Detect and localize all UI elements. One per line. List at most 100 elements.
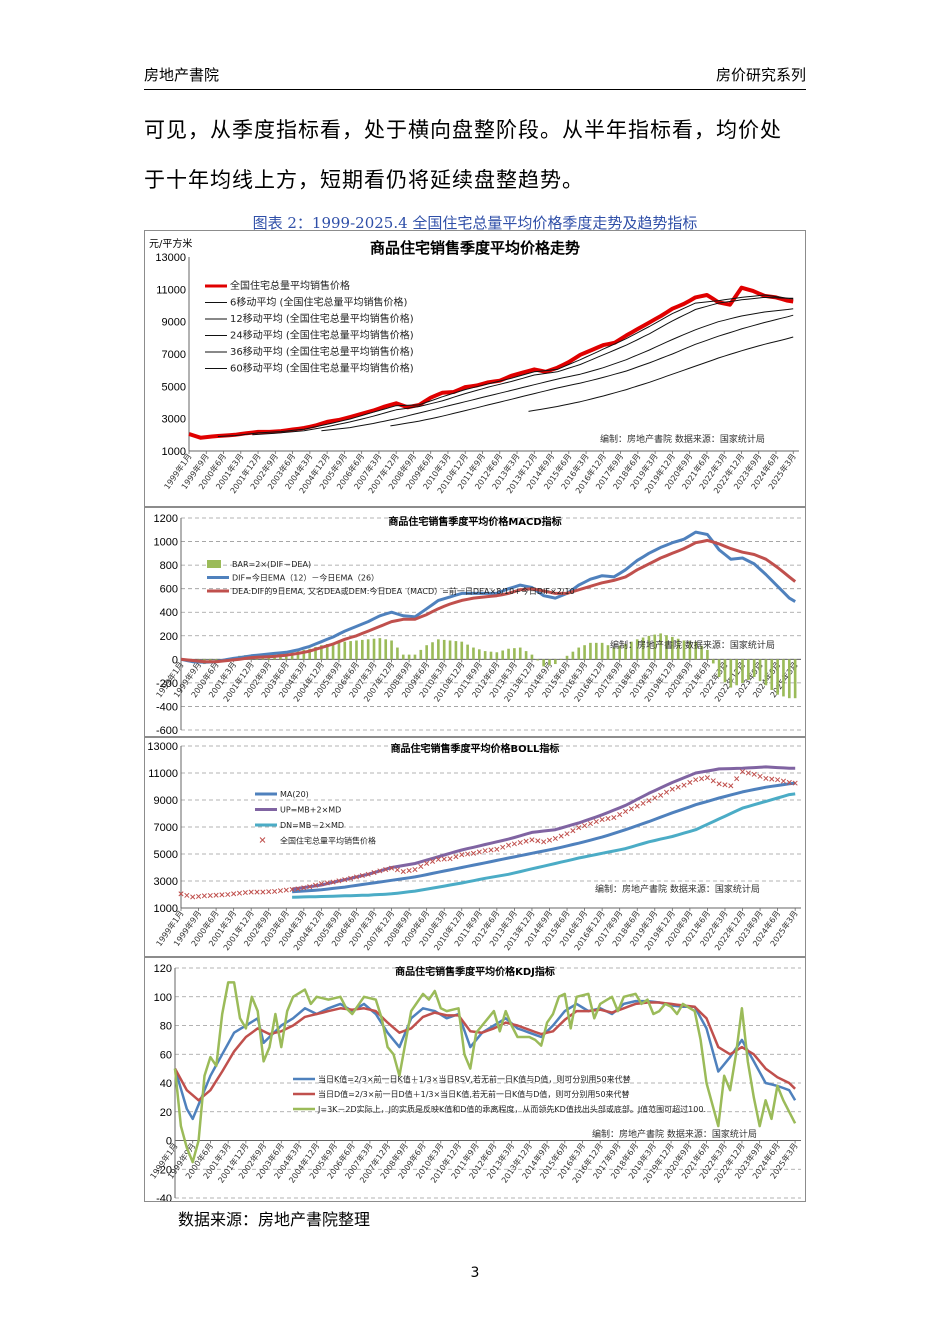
legend-label: 全国住宅总量平均销售价格: [280, 836, 376, 846]
macd-bar: [308, 648, 311, 660]
legend-label: BAR=2×(DIF－DEA): [232, 560, 311, 569]
scatter-point: [757, 773, 763, 779]
macd-bar: [372, 638, 376, 660]
scatter-point: [576, 825, 582, 831]
macd-bar: [770, 659, 774, 690]
macd-bars: [185, 633, 797, 699]
legend-label: 24移动平均 (全国住宅总量平均销售价格): [230, 329, 414, 342]
macd-bar: [501, 650, 505, 660]
scatter-point: [201, 893, 207, 899]
scatter-point: [342, 877, 348, 883]
series-line: [291, 781, 796, 894]
scatter-point: [184, 892, 190, 898]
scatter-point: [231, 891, 237, 897]
y-tick-label: -600: [156, 725, 178, 736]
y-tick-label: 11000: [148, 768, 178, 780]
kdj-chart-svg: -40-200204060801001201999年1月1999年9月2000年…: [148, 963, 801, 1201]
series-line: [188, 285, 794, 440]
boll-chart-svg: 1000300050007000900011000130001999年1月199…: [147, 741, 801, 952]
y-tick-label: 1000: [154, 903, 178, 915]
scatter-point: [260, 889, 266, 895]
y-tick-label: 20: [160, 1107, 172, 1119]
scatter-point: [312, 882, 319, 888]
y-tick-label: 0: [166, 1136, 172, 1148]
macd-bar: [752, 659, 756, 677]
scatter-point: [190, 894, 196, 900]
legend-label: 全国住宅总量平均销售价格: [230, 279, 350, 292]
macd-bar: [518, 647, 522, 660]
scatter-point: [406, 867, 412, 874]
y-tick-label: 400: [160, 607, 178, 619]
legend-label: 当日K值=2/3×前一日K值＋1/3×当日RSV,若无前一日K值与D值，则可分别…: [318, 1074, 631, 1084]
scatter-point: [739, 769, 746, 775]
macd-bar: [694, 641, 698, 660]
y-tick-label: 3000: [154, 876, 178, 888]
macd-bar: [407, 654, 411, 660]
scatter-point: [207, 892, 213, 899]
scatter-point: [582, 823, 588, 829]
scatter-point: [429, 858, 436, 864]
scatter-point: [465, 851, 471, 857]
scatter-point: [564, 831, 570, 837]
macd-bar: [431, 642, 434, 660]
y-tick-label: 120: [154, 963, 172, 975]
scatter-point: [494, 846, 500, 852]
scatter-point: [669, 786, 675, 792]
boll-chart: 1000 3000 5000 7000 9000 11000 13000 1999年1月 199…: [144, 737, 806, 957]
y-tick-label: 0: [172, 654, 178, 666]
scatter-point: [482, 848, 488, 854]
y-tick-label: 5000: [154, 849, 178, 861]
macd-bar: [554, 659, 557, 665]
page-number: 3: [470, 1265, 480, 1281]
macd-bar: [460, 641, 464, 660]
chart-annotation: 编制：房地产書院 数据来源：国家统计局: [592, 1128, 757, 1140]
scatter-point: [289, 886, 295, 892]
scatter-point: [236, 890, 243, 896]
macd-bar: [700, 645, 703, 660]
scatter-point: [611, 814, 617, 821]
scatter-point: [441, 856, 447, 862]
macd-bar: [343, 641, 347, 660]
chart-annotation: 编制：房地产書院 数据来源：国家统计局: [610, 639, 775, 651]
macd-bar: [437, 639, 440, 660]
macd-bar: [548, 659, 551, 666]
macd-bar: [378, 638, 382, 660]
scatter-point: [330, 879, 336, 885]
scatter-point: [371, 870, 377, 876]
scatter-point: [780, 778, 787, 784]
macd-bar: [758, 659, 762, 682]
price-trend-chart: 1000 3000 5000 7000 9000 11000 13000 1999年1月 199…: [144, 230, 806, 507]
scatter-point: [687, 779, 693, 786]
series-line: [180, 538, 797, 664]
macd-bar: [624, 644, 627, 660]
scatter-point: [488, 847, 494, 853]
scatter-point: [769, 776, 775, 782]
scatter-point: [710, 778, 716, 784]
macd-bar: [723, 659, 727, 683]
macd-bar: [635, 639, 639, 660]
legend-swatch: [259, 837, 266, 843]
macd-bar: [495, 652, 499, 660]
scatter-point: [383, 866, 389, 873]
price-trend-chart-svg: 1000300050007000900011000130001999年1月199…: [149, 237, 799, 495]
series-line: [291, 765, 796, 891]
macd-bar: [583, 645, 586, 660]
macd-bar: [688, 641, 692, 660]
macd-bar: [355, 640, 358, 660]
header-divider: [144, 89, 806, 90]
y-tick-label: 9000: [154, 795, 178, 807]
macd-bar: [711, 659, 715, 664]
y-tick-label: 200: [160, 631, 178, 643]
macd-bar: [536, 659, 540, 661]
scatter-point: [459, 852, 465, 858]
y-tick-label: 600: [160, 584, 178, 596]
y-tick-label: 7000: [154, 822, 178, 834]
series-line: [180, 530, 796, 664]
series-line: [528, 336, 794, 412]
y-tick-label: 80: [160, 1021, 172, 1033]
scatter-point: [195, 893, 202, 899]
scatter-point: [652, 795, 658, 801]
scatter-point: [640, 800, 646, 806]
macd-bar: [717, 659, 721, 677]
series-line: [390, 314, 794, 427]
